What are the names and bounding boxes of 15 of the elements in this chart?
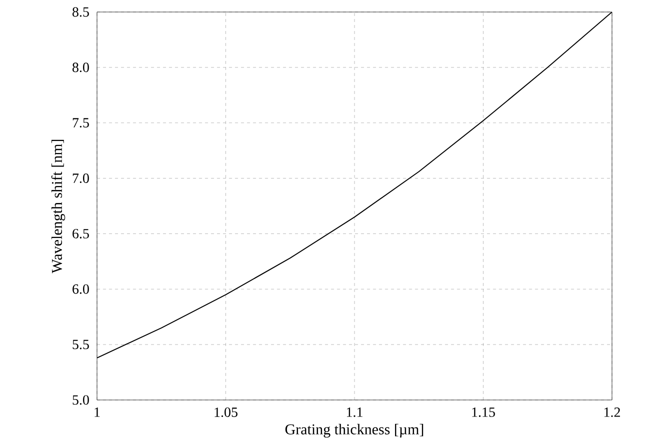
y-axis-title: Wavelength shift [nm] [51,140,66,274]
y-tick-label: 6.5 [72,228,89,238]
y-tick-label: 6.0 [72,284,89,294]
y-tick-label: 7.0 [72,174,89,184]
y-tick-label: 5.5 [72,340,89,350]
x-axis-title: Grating thickness [µm] [285,424,424,438]
y-tick-label: 5.0 [72,395,89,405]
y-tick-label: 7.5 [72,118,89,128]
x-tick-label: 1.1 [346,408,362,417]
x-tick-label: 1.15 [472,408,495,417]
y-tick-label: 8.0 [72,62,89,72]
y-tick-label: 8.5 [72,7,89,17]
x-tick-label: 1.2 [604,408,620,417]
x-tick-label: 1 [94,408,100,417]
x-tick-label: 1.05 [214,408,238,418]
